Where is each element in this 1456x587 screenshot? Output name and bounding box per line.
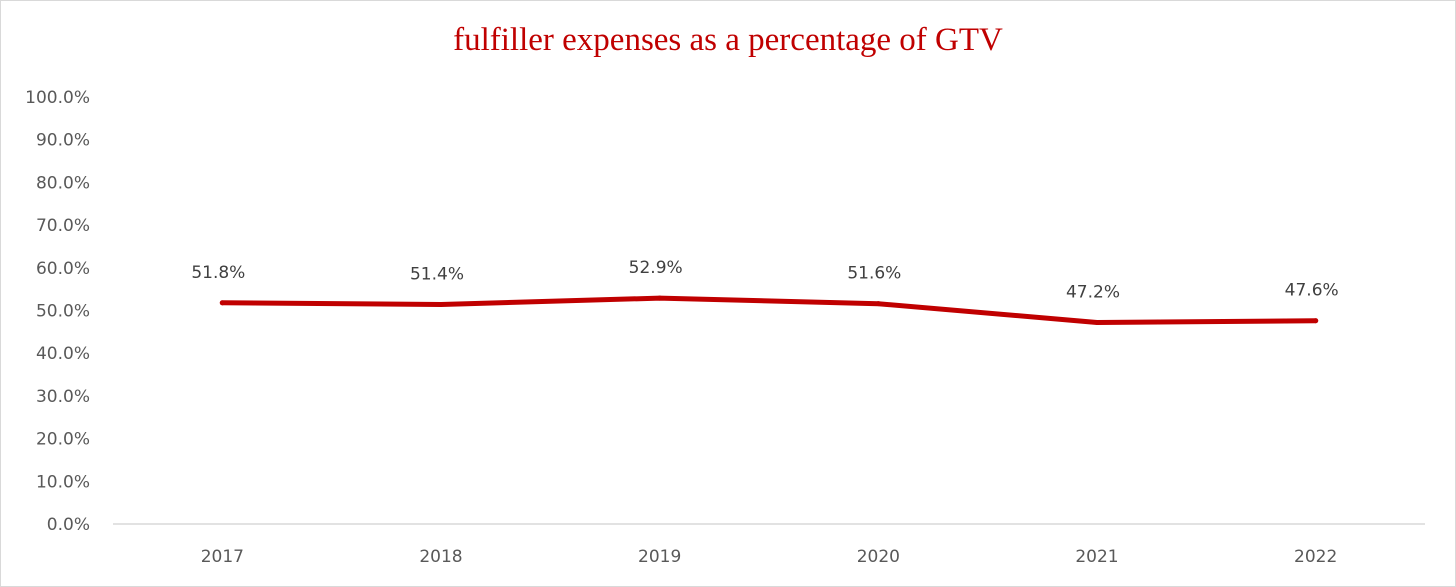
x-tick-label: 2019: [638, 547, 681, 567]
chart-title: fulfiller expenses as a percentage of GT…: [453, 22, 1003, 58]
y-tick-label: 80.0%: [36, 173, 90, 193]
x-tick-label: 2021: [1075, 547, 1118, 567]
data-point: [657, 295, 663, 301]
data-point: [219, 300, 225, 306]
data-label: 51.6%: [847, 264, 901, 284]
x-tick-label: 2018: [419, 547, 462, 567]
x-axis-labels: 2017 2018 2019 2020 2021 2022: [201, 547, 1338, 567]
data-point: [1313, 318, 1319, 324]
y-tick-label: 100.0%: [25, 88, 90, 108]
y-tick-label: 30.0%: [36, 387, 90, 407]
data-label: 52.9%: [629, 258, 683, 278]
data-point: [1094, 319, 1100, 325]
series-line: [219, 295, 1319, 325]
data-label: 47.2%: [1066, 282, 1120, 302]
y-tick-label: 0.0%: [47, 515, 90, 535]
y-tick-label: 50.0%: [36, 302, 90, 322]
data-point: [875, 301, 881, 307]
data-labels: 51.8% 51.4% 52.9% 51.6% 47.2% 47.6%: [191, 258, 1338, 302]
data-label: 51.4%: [410, 265, 464, 285]
data-label: 51.8%: [191, 263, 245, 283]
y-tick-label: 20.0%: [36, 430, 90, 450]
x-tick-label: 2022: [1294, 547, 1337, 567]
x-tick-label: 2020: [857, 547, 900, 567]
series-layer: [219, 295, 1319, 325]
y-axis-labels: 0.0% 10.0% 20.0% 30.0% 40.0% 50.0% 60.0% 70.0% 8…: [25, 88, 90, 535]
data-label: 47.6%: [1285, 281, 1339, 301]
data-point: [438, 302, 444, 308]
x-tick-label: 2017: [201, 547, 244, 567]
y-tick-label: 40.0%: [36, 344, 90, 364]
y-tick-label: 70.0%: [36, 216, 90, 236]
y-tick-label: 10.0%: [36, 472, 90, 492]
y-tick-label: 60.0%: [36, 259, 90, 279]
y-tick-label: 90.0%: [36, 131, 90, 151]
